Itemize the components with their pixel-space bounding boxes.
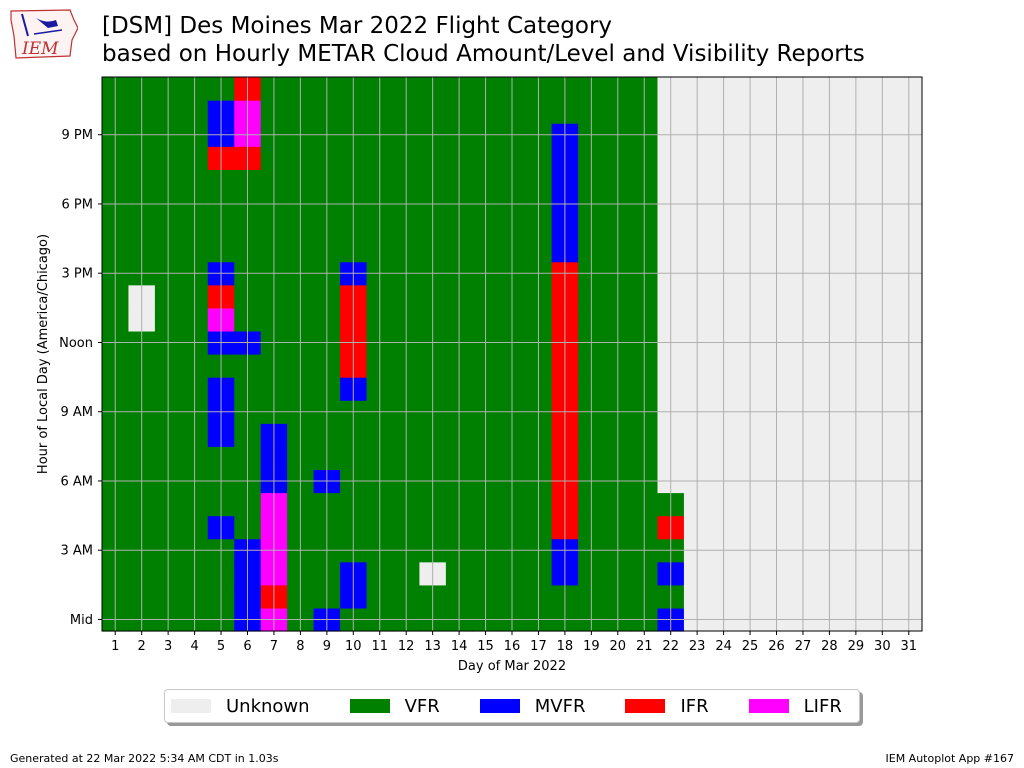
x-tick-label: 19 bbox=[583, 639, 600, 654]
x-tick-label: 8 bbox=[296, 639, 304, 654]
x-tick-label: 9 bbox=[323, 639, 331, 654]
x-tick-label: 10 bbox=[345, 639, 362, 654]
chart-title-line1: [DSM] Des Moines Mar 2022 Flight Categor… bbox=[102, 13, 613, 39]
x-tick-label: 21 bbox=[636, 639, 653, 654]
x-tick-label: 31 bbox=[901, 639, 918, 654]
x-axis-label: Day of Mar 2022 bbox=[458, 659, 566, 674]
chart-title-line2: based on Hourly METAR Cloud Amount/Level… bbox=[102, 41, 865, 67]
legend-item-unknown: Unknown bbox=[171, 696, 310, 717]
x-tick-label: 7 bbox=[270, 639, 278, 654]
x-tick-label: 4 bbox=[190, 639, 198, 654]
x-tick-label: 12 bbox=[398, 639, 415, 654]
x-tick-label: 23 bbox=[689, 639, 706, 654]
x-tick-label: 26 bbox=[768, 639, 785, 654]
y-axis: Mid 3 AM 6 AM 9 AM Noon 3 PM 6 PM 9 PM bbox=[59, 128, 102, 628]
y-tick-label: 9 AM bbox=[60, 405, 93, 420]
footer-generated: Generated at 22 Mar 2022 5:34 AM CDT in … bbox=[10, 752, 279, 765]
x-tick-label: 13 bbox=[424, 639, 441, 654]
y-tick-label: 6 PM bbox=[62, 197, 93, 212]
x-tick-label: 25 bbox=[742, 639, 759, 654]
y-tick-label: 3 PM bbox=[62, 267, 93, 282]
legend-item-mvfr: MVFR bbox=[479, 695, 586, 717]
legend-label: IFR bbox=[680, 695, 709, 717]
x-tick-label: 29 bbox=[848, 639, 865, 654]
y-tick-label: Noon bbox=[59, 336, 93, 351]
x-tick-label: 28 bbox=[821, 639, 838, 654]
x-tick-label: 14 bbox=[451, 639, 468, 654]
legend-label: MVFR bbox=[534, 695, 586, 717]
iem-logo-text: IEM bbox=[21, 39, 59, 59]
x-tick-label: 2 bbox=[138, 639, 146, 654]
legend-swatch bbox=[748, 699, 789, 713]
x-tick-label: 24 bbox=[715, 639, 732, 654]
x-tick-label: 27 bbox=[795, 639, 812, 654]
iem-logo: IEM bbox=[10, 9, 78, 59]
x-tick-label: 30 bbox=[874, 639, 891, 654]
y-tick-label: 6 AM bbox=[60, 474, 93, 489]
flight-category-heatmap: 1 2 3 4 5 6 7 8 9 10 11 12 13 14 15 16 17 18 19 20 21 22 23 24 2… bbox=[36, 76, 923, 674]
legend-label: LIFR bbox=[803, 695, 842, 717]
x-tick-label: 1 bbox=[111, 639, 119, 654]
legend-label: VFR bbox=[404, 695, 440, 717]
legend-swatch bbox=[171, 699, 211, 713]
legend-label: Unknown bbox=[226, 695, 310, 717]
x-tick-label: 17 bbox=[530, 639, 547, 654]
y-tick-label: 9 PM bbox=[62, 128, 93, 143]
y-tick-label: 3 AM bbox=[60, 544, 93, 559]
footer-app: IEM Autoplot App #167 bbox=[885, 752, 1015, 765]
y-tick-label: Mid bbox=[70, 613, 93, 628]
iowa-outline bbox=[10, 9, 78, 59]
legend-swatch bbox=[479, 699, 520, 713]
x-tick-label: 11 bbox=[371, 639, 388, 654]
chart-title: [DSM] Des Moines Mar 2022 Flight Categor… bbox=[102, 12, 865, 68]
x-axis: 1 2 3 4 5 6 7 8 9 10 11 12 13 14 15 16 17 18 19 20 21 22 23 24 2… bbox=[111, 631, 917, 654]
legend-swatch bbox=[625, 699, 666, 713]
x-tick-label: 15 bbox=[477, 639, 494, 654]
x-tick-label: 6 bbox=[243, 639, 251, 654]
y-axis-label: Hour of Local Day (America/Chicago) bbox=[36, 234, 51, 474]
x-tick-label: 16 bbox=[504, 639, 521, 654]
legend-item-lifr: LIFR bbox=[748, 695, 842, 717]
x-tick-label: 3 bbox=[164, 639, 172, 654]
legend-item-vfr: VFR bbox=[349, 695, 440, 717]
x-tick-label: 5 bbox=[217, 639, 225, 654]
grid-lines bbox=[102, 77, 922, 631]
legend-item-ifr: IFR bbox=[625, 695, 709, 717]
x-tick-label: 22 bbox=[662, 639, 679, 654]
legend: Unknown VFR MVFR IFR LIFR bbox=[164, 689, 860, 723]
x-tick-label: 18 bbox=[557, 639, 574, 654]
legend-swatch bbox=[349, 699, 390, 713]
x-tick-label: 20 bbox=[610, 639, 627, 654]
